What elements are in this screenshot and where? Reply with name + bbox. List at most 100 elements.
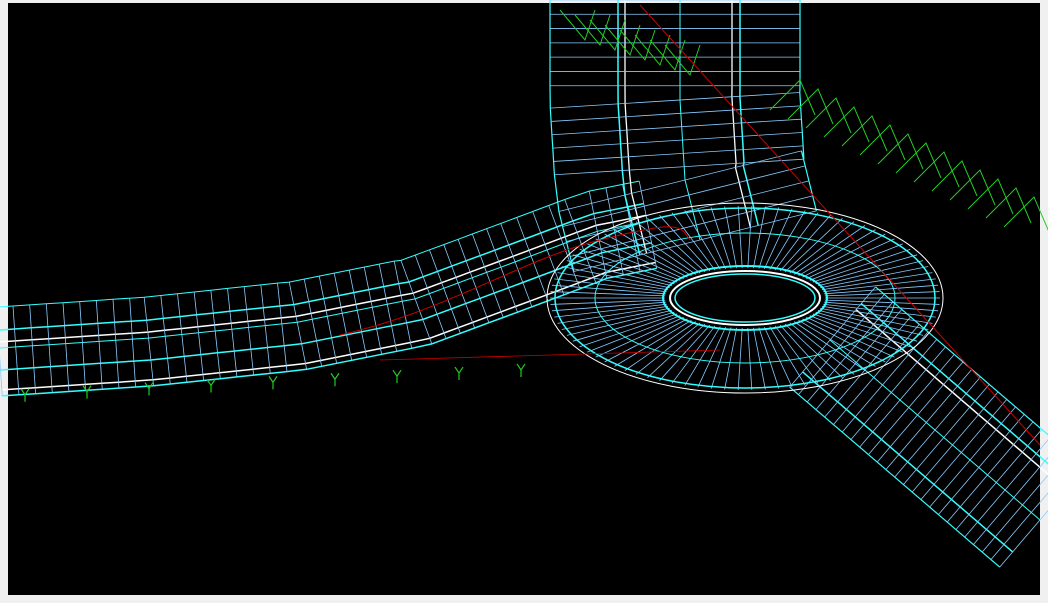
slope-mark (604, 24, 641, 57)
section-line (558, 150, 802, 212)
section-line (551, 118, 802, 136)
section-line (14, 328, 20, 395)
slope-mark (967, 178, 1014, 215)
ring-spoke (671, 325, 716, 384)
section-line (471, 233, 481, 256)
ring-spoke (614, 229, 692, 277)
section-line (789, 286, 876, 388)
drain-symbol (392, 369, 402, 384)
ring-spoke (774, 212, 819, 271)
ring-spoke (823, 303, 936, 318)
section-line (494, 250, 518, 313)
slope-mark (589, 19, 626, 52)
section-line (798, 294, 885, 395)
section-line (193, 291, 198, 315)
ring-spoke (806, 238, 895, 280)
slope-mark (895, 142, 942, 179)
section-line (408, 281, 433, 345)
section-line (833, 324, 920, 425)
section-line (903, 384, 990, 485)
ring-spoke (624, 321, 696, 371)
ring-spoke (812, 313, 911, 348)
ring-spoke (737, 327, 743, 390)
ring-spoke (747, 206, 753, 269)
section-line (562, 165, 806, 227)
ring-spoke (752, 327, 766, 390)
ring-spoke (823, 278, 936, 293)
section-line (964, 439, 1048, 538)
ring-spoke (614, 319, 692, 367)
section-line (540, 232, 565, 295)
ring-spoke (579, 248, 678, 283)
section-line (508, 244, 533, 307)
section-line (279, 305, 288, 372)
slope-mark (913, 151, 960, 188)
ring-spoke (809, 243, 903, 281)
section-line (303, 278, 310, 302)
section-line (196, 314, 205, 381)
section-line (548, 205, 558, 228)
ring-spoke (752, 206, 766, 269)
section-line (626, 206, 641, 272)
section-line (212, 313, 221, 379)
ring-spoke (817, 309, 924, 336)
ring-spoke (572, 311, 675, 342)
alignment (339, 226, 691, 336)
ring-spoke (798, 319, 876, 367)
ring-spoke (587, 243, 681, 281)
section-line (400, 260, 410, 283)
ring-spoke (798, 229, 876, 277)
alignment (379, 349, 721, 361)
drain-symbol (82, 385, 92, 399)
ring-spoke (724, 327, 738, 390)
ring-edge (546, 202, 944, 394)
section-line (383, 286, 398, 352)
section-line (95, 300, 99, 324)
ring-spoke (824, 291, 940, 297)
ring-spoke (809, 315, 903, 353)
road-edge (624, 0, 648, 254)
section-line (80, 324, 86, 391)
section-line (333, 272, 340, 296)
slope-mark (931, 160, 978, 197)
section-line (177, 293, 181, 317)
section-line (97, 323, 103, 390)
section-line (554, 158, 804, 176)
section-line (288, 281, 295, 305)
section-line (429, 249, 438, 272)
section-line (12, 305, 15, 329)
ring-spoke (821, 272, 933, 291)
section-line (338, 295, 353, 361)
section-line (47, 326, 53, 393)
section-line (981, 474, 1048, 553)
section-line (911, 391, 999, 493)
section-line (920, 399, 1008, 500)
ring-spoke (789, 221, 855, 274)
road-edge (0, 220, 648, 349)
ring-spoke (824, 301, 939, 312)
section-line (62, 302, 65, 326)
ring-spoke (697, 326, 727, 388)
ring-spoke (697, 208, 727, 270)
section-line (551, 105, 801, 122)
section-line (162, 318, 171, 385)
ring-spoke (779, 324, 831, 381)
section-line (876, 361, 964, 463)
road-edge (0, 214, 647, 343)
slope-mark (619, 29, 656, 62)
ring-spoke (587, 315, 681, 353)
ring-spoke (817, 260, 924, 287)
section-line (146, 320, 155, 386)
ring-spoke (724, 206, 738, 269)
section-line (990, 492, 1048, 560)
ring-spoke (820, 266, 929, 289)
section-line (130, 321, 136, 388)
section-line (868, 354, 955, 455)
slope-mark (823, 106, 870, 143)
ring-spoke (595, 316, 684, 358)
section-line (0, 355, 3, 396)
road-edge (0, 180, 640, 308)
ring-spoke (769, 326, 806, 386)
slope-mark (877, 133, 924, 170)
